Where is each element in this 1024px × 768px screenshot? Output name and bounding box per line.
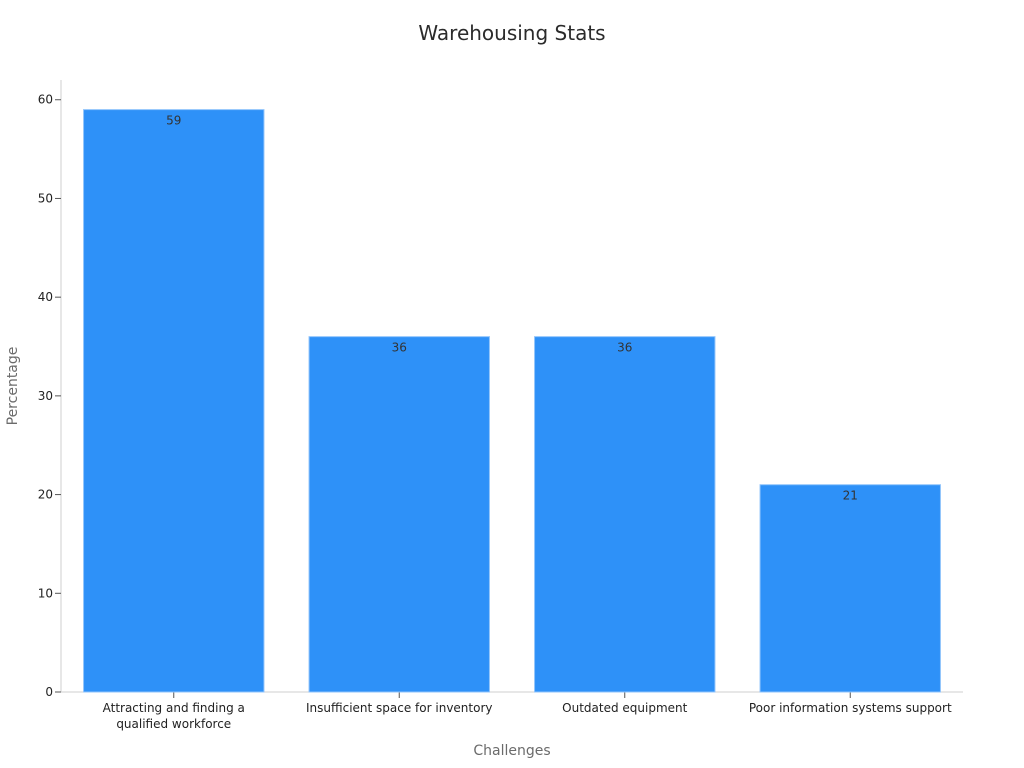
y-tick-label: 20 — [38, 488, 53, 502]
y-tick-label: 40 — [38, 290, 53, 304]
y-tick-label: 10 — [38, 586, 53, 600]
bar-value-label: 36 — [617, 341, 632, 355]
y-axis-label: Percentage — [5, 347, 21, 426]
bar-value-label: 21 — [843, 489, 858, 503]
data-labels-group: 59 36 36 21 — [166, 114, 858, 503]
x-tick-label: Insufficient space for inventory — [306, 701, 493, 715]
y-axis: 0 10 20 30 40 50 60 — [38, 80, 62, 699]
x-axis-label: Challenges — [473, 743, 550, 759]
x-tick-label: Poor information systems support — [749, 701, 952, 715]
y-tick-label: 60 — [38, 93, 53, 107]
bar-value-label: 36 — [392, 341, 407, 355]
bar — [308, 336, 490, 693]
bar-value-label: 59 — [166, 114, 181, 128]
chart-title: Warehousing Stats — [418, 21, 605, 45]
bar — [759, 484, 941, 693]
x-tick-label: Attracting and finding a qualified workfo… — [103, 701, 245, 731]
bars-group — [83, 109, 941, 693]
bar — [534, 336, 716, 693]
y-tick-label: 30 — [38, 389, 53, 403]
y-tick-label: 0 — [45, 685, 53, 699]
y-tick-label: 50 — [38, 191, 53, 205]
x-axis: Attracting and finding a qualified workfo… — [61, 691, 963, 731]
bar — [83, 109, 265, 693]
x-tick-label: Outdated equipment — [562, 701, 687, 715]
